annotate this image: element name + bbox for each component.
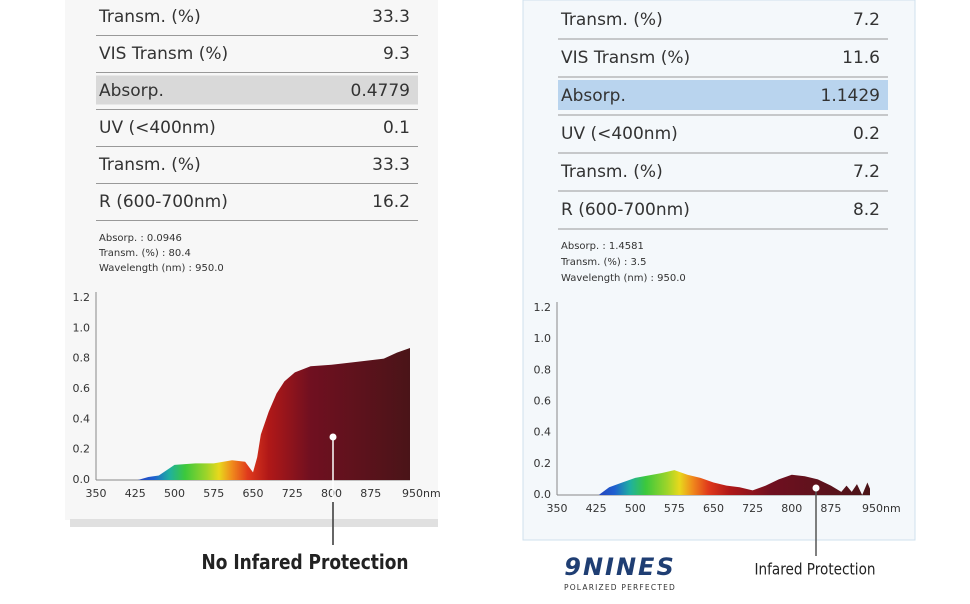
caption: Infared Protection — [754, 560, 875, 578]
row-value: 33.3 — [372, 7, 410, 27]
pointer-dot — [812, 484, 820, 492]
y-tick-label: 0.6 — [534, 395, 552, 408]
row-value: 33.3 — [372, 155, 410, 175]
y-tick-label: 1.2 — [534, 301, 552, 314]
x-tick-label: 875 — [820, 502, 841, 515]
row-label: Absorp. — [561, 86, 626, 106]
readout: Transm. (%) : 80.4 — [98, 248, 191, 259]
readout: Wavelength (nm) : 950.0 — [561, 273, 686, 284]
row-value: 9.3 — [383, 44, 410, 64]
x-tick-label: 875 — [360, 487, 381, 500]
x-tick-label: 350 — [86, 487, 107, 500]
x-tick-label: 725 — [282, 487, 303, 500]
row-value: 8.2 — [853, 200, 880, 220]
readout: Transm. (%) : 3.5 — [560, 257, 646, 268]
row-highlight — [96, 75, 418, 105]
x-tick-label: 500 — [625, 502, 646, 515]
y-tick-label: 1.2 — [73, 291, 91, 304]
row-label: Transm. (%) — [98, 7, 201, 27]
y-tick-label: 0.0 — [73, 473, 91, 486]
caption: No Infared Protection — [202, 552, 409, 575]
x-tick-label: 575 — [203, 487, 224, 500]
x-tick-label: 575 — [664, 502, 685, 515]
y-tick-label: 1.0 — [534, 332, 552, 345]
row-value: 0.2 — [853, 124, 880, 144]
row-value: 0.4779 — [351, 81, 410, 101]
row-value: 0.1 — [383, 118, 410, 138]
x-tick-label: 350 — [547, 502, 568, 515]
y-tick-label: 0.8 — [73, 352, 91, 365]
spectrum-area — [598, 470, 870, 495]
row-label: R (600-700nm) — [561, 200, 690, 220]
row-label: Transm. (%) — [98, 155, 201, 175]
brand-logo: 9NINES — [564, 553, 675, 581]
row-value: 1.1429 — [821, 86, 880, 106]
x-tick-label: 800 — [321, 487, 342, 500]
panel-shadow — [70, 519, 438, 527]
x-tick-label: 650 — [703, 502, 724, 515]
y-tick-label: 0.4 — [534, 426, 552, 439]
y-tick-label: 0.2 — [534, 457, 552, 470]
row-label: R (600-700nm) — [99, 192, 228, 212]
x-tick-label: 425 — [125, 487, 146, 500]
y-tick-label: 0.6 — [73, 382, 91, 395]
row-value: 7.2 — [853, 10, 880, 30]
row-label: VIS Transm (%) — [561, 48, 690, 68]
row-label: VIS Transm (%) — [99, 44, 228, 64]
row-label: Absorp. — [99, 81, 164, 101]
y-tick-label: 1.0 — [73, 321, 91, 334]
row-label: UV (<400nm) — [99, 118, 216, 138]
x-tick-label: 950nm — [862, 502, 901, 515]
row-highlight — [558, 80, 888, 110]
y-tick-label: 0.2 — [73, 443, 91, 456]
x-tick-label: 800 — [781, 502, 802, 515]
row-value: 7.2 — [853, 162, 880, 182]
row-value: 11.6 — [842, 48, 880, 68]
row-label: UV (<400nm) — [561, 124, 678, 144]
readout: Absorp. : 0.0946 — [99, 233, 182, 244]
row-label: Transm. (%) — [560, 162, 663, 182]
y-tick-label: 0.4 — [73, 412, 91, 425]
pointer-dot — [329, 433, 337, 441]
x-tick-label: 425 — [586, 502, 607, 515]
x-tick-label: 725 — [742, 502, 763, 515]
x-tick-label: 950nm — [402, 487, 441, 500]
row-label: Transm. (%) — [560, 10, 663, 30]
y-tick-label: 0.8 — [534, 363, 552, 376]
brand-tagline: POLARIZED PERFECTED — [564, 583, 676, 592]
readout: Wavelength (nm) : 950.0 — [99, 263, 224, 274]
y-tick-label: 0.0 — [534, 488, 552, 501]
x-tick-label: 650 — [243, 487, 264, 500]
spectrum-area — [137, 348, 410, 480]
readout: Absorp. : 1.4581 — [561, 241, 644, 252]
row-value: 16.2 — [372, 192, 410, 212]
x-tick-label: 500 — [164, 487, 185, 500]
